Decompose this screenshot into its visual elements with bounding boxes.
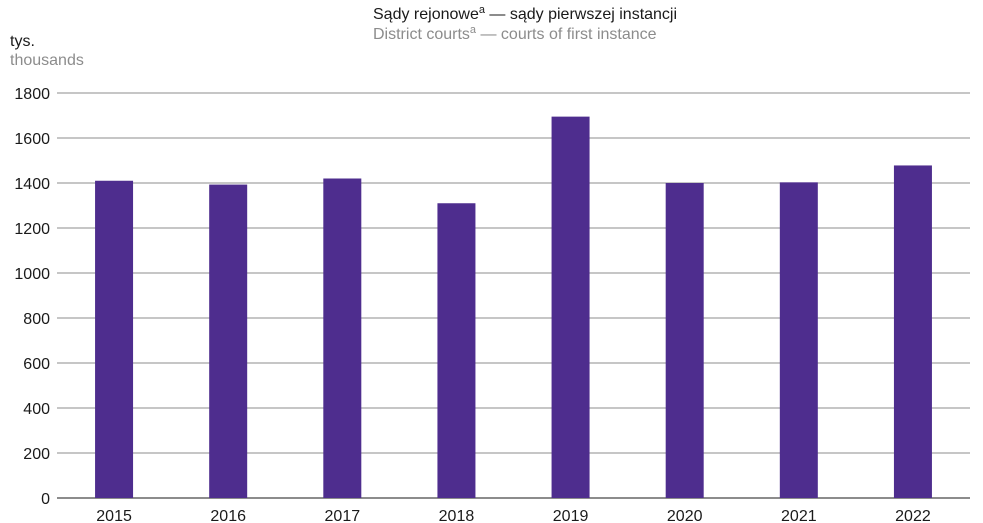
chart-title-superscript: a [478, 4, 485, 16]
bar-2018 [437, 203, 476, 498]
y-tick-label: 200 [23, 446, 50, 463]
x-tick-label: 2020 [667, 508, 703, 523]
bar-2019 [551, 116, 590, 498]
bars [95, 116, 932, 498]
x-tick-label: 2015 [96, 508, 132, 523]
y-tick-label: 1200 [14, 221, 50, 238]
bar-2017 [323, 178, 362, 498]
y-tick-label: 1800 [14, 86, 50, 103]
y-axis-unit-label: tys. [10, 33, 35, 50]
chart-title-main: Sądy rejonowe [373, 6, 479, 23]
x-tick-label: 2016 [210, 508, 246, 523]
chart-subtitle-superscript: a [469, 24, 477, 36]
y-tick-label: 1000 [14, 266, 50, 283]
y-tick-label: 1600 [14, 131, 50, 148]
chart-title-suffix: — sądy pierwszej instancji [484, 6, 678, 23]
x-tick-label: 2019 [553, 508, 589, 523]
y-tick-label: 0 [41, 491, 50, 508]
y-tick-labels: 0 200 400 600 800 1000 1200 1400 1600 1800 [14, 86, 50, 508]
bar-2020 [665, 183, 704, 498]
grid-lines [57, 92, 970, 499]
x-tick-label: 2022 [895, 508, 931, 523]
y-tick-label: 800 [23, 311, 50, 328]
y-tick-label: 600 [23, 356, 50, 373]
x-tick-label: 2021 [781, 508, 817, 523]
chart-title: Sądy rejonowea — sądy pierwszej instancj… [373, 4, 678, 24]
y-tick-label: 400 [23, 401, 50, 418]
y-axis-unit-label-secondary: thousands [10, 52, 84, 69]
bar-2022 [893, 165, 932, 498]
bar-2021 [779, 182, 818, 498]
x-tick-labels: 2015 2016 2017 2018 2019 2020 2021 2022 [96, 508, 931, 523]
chart-subtitle-suffix: — courts of first instance [476, 26, 657, 43]
x-tick-label: 2017 [325, 508, 361, 523]
chart-subtitle: District courtsa — courts of first insta… [373, 24, 657, 44]
chart-subtitle-main: District courts [373, 26, 470, 43]
bar-2016 [209, 184, 248, 498]
x-tick-label: 2018 [439, 508, 475, 523]
y-tick-label: 1400 [14, 176, 50, 193]
bar-2015 [95, 180, 134, 498]
